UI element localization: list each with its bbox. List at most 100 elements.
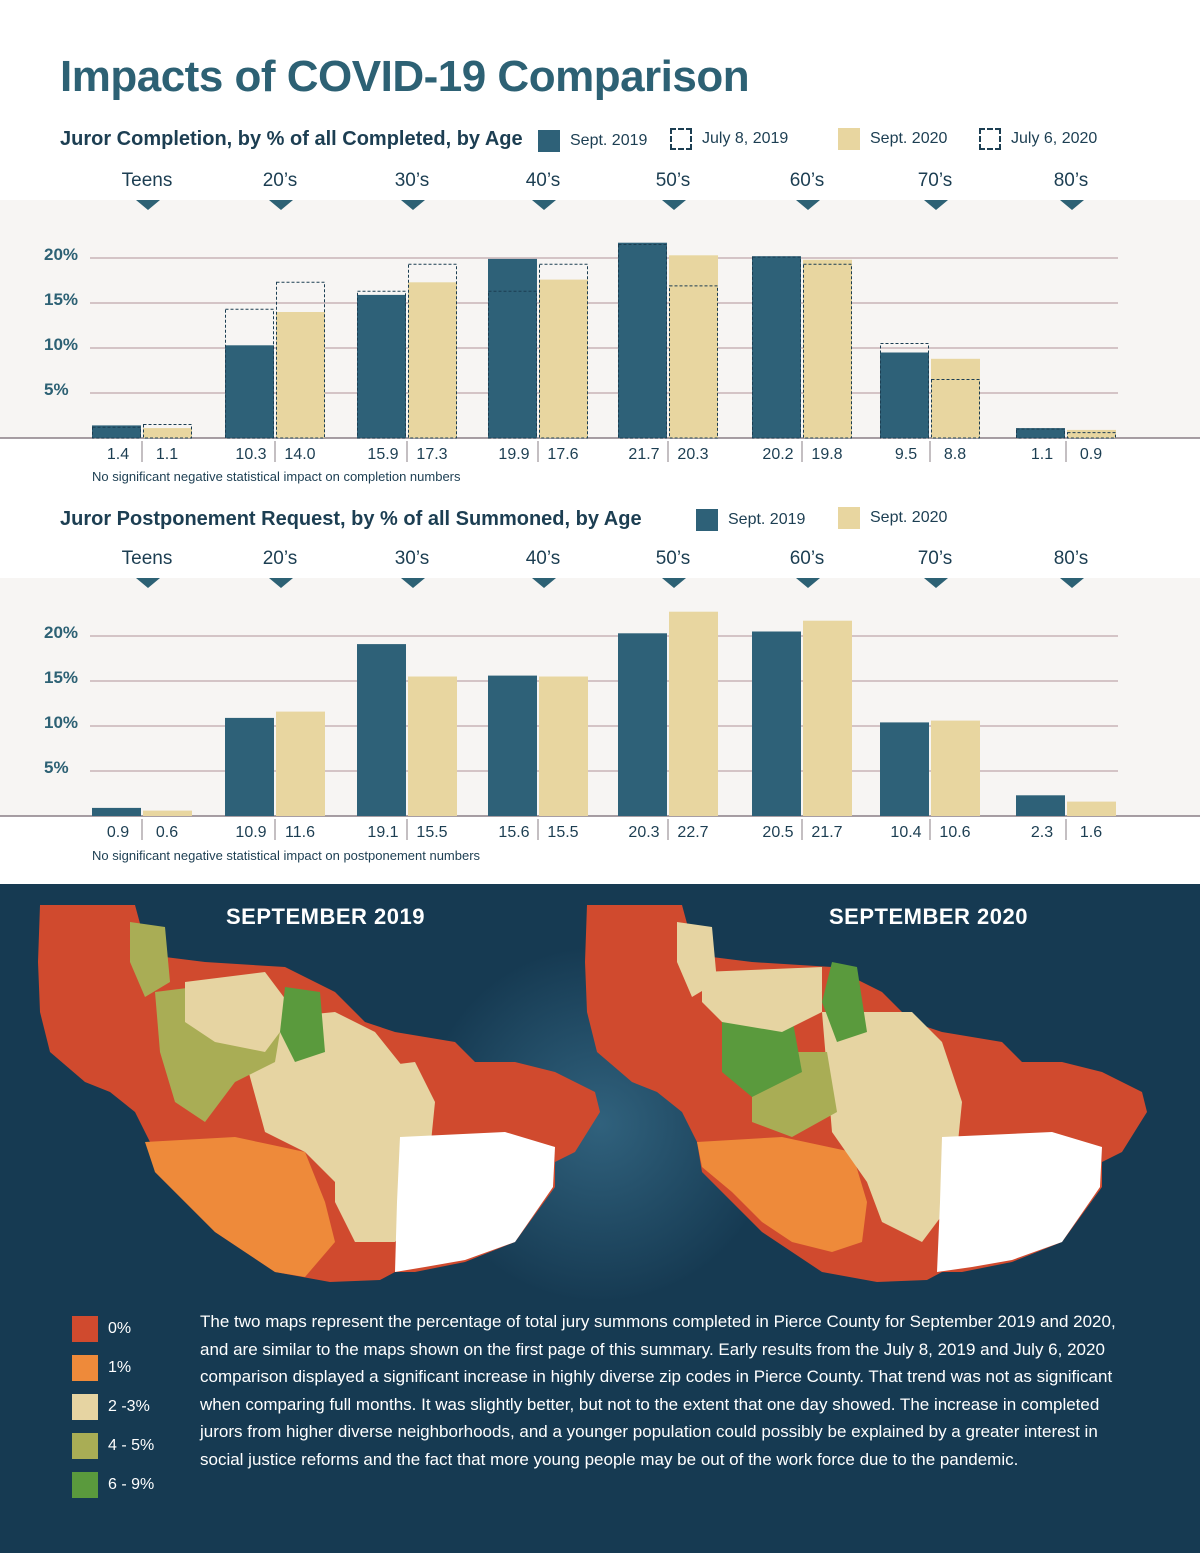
value-label-sept-2020: 14.0 — [284, 446, 315, 463]
bar-sept-2020 — [931, 720, 980, 816]
value-label-sept-2020: 1.6 — [1080, 824, 1102, 841]
value-label-sept-2020: 17.6 — [547, 446, 578, 463]
category-label: 60’s — [790, 170, 825, 191]
value-label-sept-2020: 0.9 — [1080, 446, 1102, 463]
bar-sept-2020 — [669, 255, 718, 438]
bar-sept-2019 — [880, 352, 929, 438]
plot-background — [0, 578, 1200, 816]
bar-sept-2020 — [1067, 429, 1116, 438]
bar-sept-2020 — [143, 810, 192, 816]
bar-sept-2019 — [618, 633, 667, 816]
map-legend-4: 6 - 9% — [72, 1472, 154, 1498]
category-label: 20’s — [263, 548, 298, 569]
category-marker — [401, 578, 425, 588]
legend-sept-2020: Sept. 2020 — [838, 128, 947, 150]
legend-label: Sept. 2019 — [728, 511, 806, 528]
bar-sept-2019 — [880, 722, 929, 816]
category-marker — [1060, 200, 1084, 210]
value-label-sept-2020: 15.5 — [416, 824, 447, 841]
value-label-sept-2019: 15.9 — [367, 446, 398, 463]
value-label-sept-2019: 9.5 — [895, 446, 917, 463]
bar-july-2019 — [880, 343, 929, 439]
legend-swatch-july-2019 — [670, 128, 692, 150]
y-tick-label: 5% — [44, 758, 69, 777]
map-legend-3: 4 - 5% — [72, 1433, 154, 1459]
legend-swatch-sept-2019 — [696, 509, 718, 531]
bar-sept-2020 — [1067, 801, 1116, 816]
category-label: 50’s — [656, 548, 691, 569]
map-description: The two maps represent the percentage of… — [200, 1312, 1116, 1469]
bar-july-2020 — [803, 263, 852, 439]
y-tick-label: 10% — [44, 335, 78, 354]
legend-sept-2019-b: Sept. 2019 — [696, 509, 805, 531]
value-label-sept-2019: 21.7 — [628, 446, 659, 463]
bar-sept-2020 — [276, 312, 325, 438]
map-zone-orange — [697, 1137, 867, 1252]
bar-sept-2019 — [1016, 428, 1065, 438]
category-marker — [136, 200, 160, 210]
postponement-note: No significant negative statistical impa… — [92, 848, 481, 863]
value-label-sept-2019: 20.5 — [762, 824, 793, 841]
value-label-sept-2020: 1.1 — [156, 446, 178, 463]
category-marker — [269, 200, 293, 210]
y-tick-label: 20% — [44, 623, 78, 642]
category-label: 50’s — [656, 170, 691, 191]
value-label-sept-2019: 10.3 — [235, 446, 266, 463]
legend-label: Sept. 2019 — [570, 132, 648, 149]
value-label-sept-2019: 15.6 — [498, 824, 529, 841]
category-label: Teens — [122, 170, 173, 191]
category-label: 80’s — [1054, 548, 1089, 569]
map-legend-1: 1% — [72, 1355, 131, 1381]
legend-sept-2020-b: Sept. 2020 — [838, 507, 947, 529]
map-legend-2: 2 -3% — [72, 1394, 150, 1420]
bar-sept-2020 — [669, 611, 718, 816]
category-marker — [796, 578, 820, 588]
value-label-sept-2019: 10.4 — [890, 824, 921, 841]
value-label-sept-2020: 21.7 — [811, 824, 842, 841]
completion-note: No significant negative statistical impa… — [92, 469, 461, 484]
page-title: Impacts of COVID-19 Comparison — [60, 52, 750, 101]
legend-label: Sept. 2020 — [870, 130, 948, 147]
category-marker — [136, 578, 160, 588]
category-marker — [662, 578, 686, 588]
value-label-sept-2020: 0.6 — [156, 824, 178, 841]
county-map-2019 — [38, 905, 600, 1282]
map-title-2019: SEPTEMBER 2019 — [226, 904, 425, 929]
category-marker — [401, 200, 425, 210]
value-label-sept-2020: 15.5 — [547, 824, 578, 841]
category-label: 70’s — [918, 170, 953, 191]
map-zone-tan — [822, 1012, 962, 1242]
legend-july-2020: July 6, 2020 — [979, 128, 1097, 150]
county-map-2020 — [585, 905, 1147, 1282]
value-label-sept-2019: 2.3 — [1031, 824, 1053, 841]
bar-july-2019 — [357, 290, 406, 439]
map-zone-green — [280, 987, 325, 1062]
bar-sept-2019 — [92, 807, 141, 816]
category-marker — [924, 578, 948, 588]
value-label-sept-2019: 1.4 — [107, 446, 129, 463]
value-label-sept-2020: 8.8 — [944, 446, 966, 463]
bar-july-2019 — [618, 244, 667, 439]
bar-sept-2019 — [92, 425, 141, 438]
plot-background — [0, 200, 1200, 438]
completion-chart: 5% 10% 15% 20% Teens 1.4 1.1 20’s 10.3 14.0 30’s 15… — [0, 170, 1200, 463]
value-label-sept-2019: 1.1 — [1031, 446, 1053, 463]
map-legend-swatch — [72, 1355, 98, 1381]
map-legend-swatch — [72, 1433, 98, 1459]
category-marker — [662, 200, 686, 210]
bar-sept-2019 — [488, 258, 537, 438]
category-label: 40’s — [526, 548, 561, 569]
bar-july-2020 — [143, 424, 192, 439]
value-label-sept-2020: 11.6 — [285, 824, 315, 841]
map-legend-label: 1% — [108, 1359, 132, 1376]
postponement-chart-title: Juror Postponement Request, by % of all … — [60, 508, 642, 530]
legend-july-2019: July 8, 2019 — [670, 128, 788, 150]
bar-sept-2019 — [618, 242, 667, 438]
value-label-sept-2020: 19.8 — [811, 446, 842, 463]
map-zone-white — [395, 1132, 555, 1272]
category-marker — [532, 578, 556, 588]
bar-sept-2019 — [752, 256, 801, 438]
y-tick-label: 10% — [44, 713, 78, 732]
bar-july-2020 — [1067, 432, 1116, 439]
bar-sept-2019 — [752, 631, 801, 816]
